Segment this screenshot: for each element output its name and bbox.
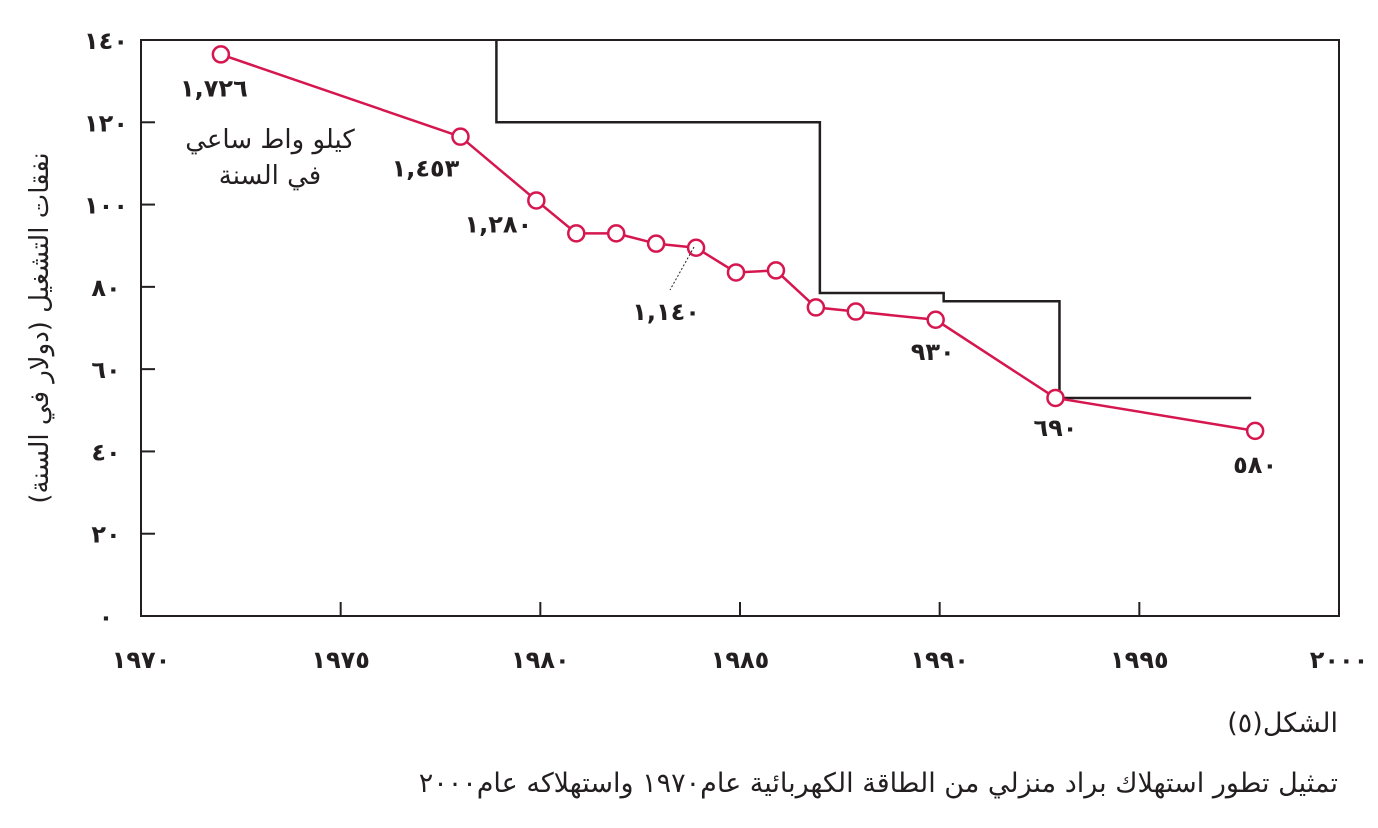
data-label: ١,١٤٠ (632, 298, 700, 326)
chart: ١٩٧٠ ١٩٧٥ ١٩٨٠ ١٩٨٥ ١٩٩٠ ١٩٩٥ ٢٠٠٠ ٠ ٢٠ ٤٠ ٦٠ ٨٠ ١٠… (25, 27, 1369, 674)
data-point (846, 302, 866, 321)
y-tick-label: ٤٠ (91, 438, 120, 466)
data-point (646, 234, 666, 253)
annotation-line-2: في السنة (219, 161, 322, 191)
x-tick-label: ١٩٧٥ (311, 646, 370, 674)
y-axis-title: نفقات التشغيل (دولار في السنة) (25, 152, 55, 503)
x-tick-label: ١٩٨٠ (511, 646, 570, 674)
annotation-line-1: كيلو واط ساعي (185, 125, 355, 155)
data-point (527, 191, 546, 210)
x-axis: ١٩٧٠ ١٩٧٥ ١٩٨٠ ١٩٨٥ ١٩٩٠ ١٩٩٥ ٢٠٠٠ (112, 602, 1369, 674)
consumption-series-line (220, 53, 1256, 433)
data-point (211, 45, 231, 64)
y-tick-label: ٢٠ (91, 521, 120, 549)
series-layer (211, 40, 1265, 441)
data-label: ٦٩٠ (1033, 414, 1077, 442)
y-axis: ٠ ٢٠ ٤٠ ٦٠ ٨٠ ١٠٠ ١٢٠ ١٤٠ (84, 27, 155, 631)
data-label: ١,٤٥٣ (392, 155, 460, 183)
figure-caption: تمثيل تطور استهلاك براد منزلي من الطاقة … (418, 768, 1338, 799)
y-tick-label: ٨٠ (91, 274, 120, 302)
data-label: ٥٨٠ (1233, 451, 1277, 479)
data-point (726, 263, 746, 282)
data-point (451, 127, 470, 146)
data-label: ٩٣٠ (911, 338, 955, 366)
data-point (567, 224, 586, 243)
step-series-line (495, 40, 1252, 400)
y-tick-label: ٦٠ (91, 356, 120, 384)
data-point (686, 238, 706, 258)
data-point (606, 224, 626, 243)
y-tick-label: ٠ (99, 603, 114, 631)
data-label: ١,٧٢٦ (180, 74, 248, 102)
y-tick-label: ١٤٠ (84, 27, 128, 55)
figure-label: الشكل(٥) (1227, 708, 1338, 739)
x-tick-label: ١٩٩٠ (910, 646, 969, 674)
data-point (1046, 388, 1065, 408)
data-point (806, 298, 826, 317)
y-tick-label: ١٢٠ (84, 109, 128, 137)
x-tick-label: ١٩٨٥ (711, 646, 770, 674)
x-tick-label: ١٩٩٥ (1110, 646, 1169, 674)
data-point (1245, 421, 1265, 441)
x-tick-label: ١٩٧٠ (112, 646, 171, 674)
data-point (926, 310, 945, 330)
leader-line (669, 246, 695, 291)
y-tick-label: ١٠٠ (84, 192, 128, 220)
data-point (766, 261, 786, 280)
data-label: ١,٢٨٠ (464, 210, 532, 238)
x-tick-label: ٢٠٠٠ (1310, 646, 1369, 674)
